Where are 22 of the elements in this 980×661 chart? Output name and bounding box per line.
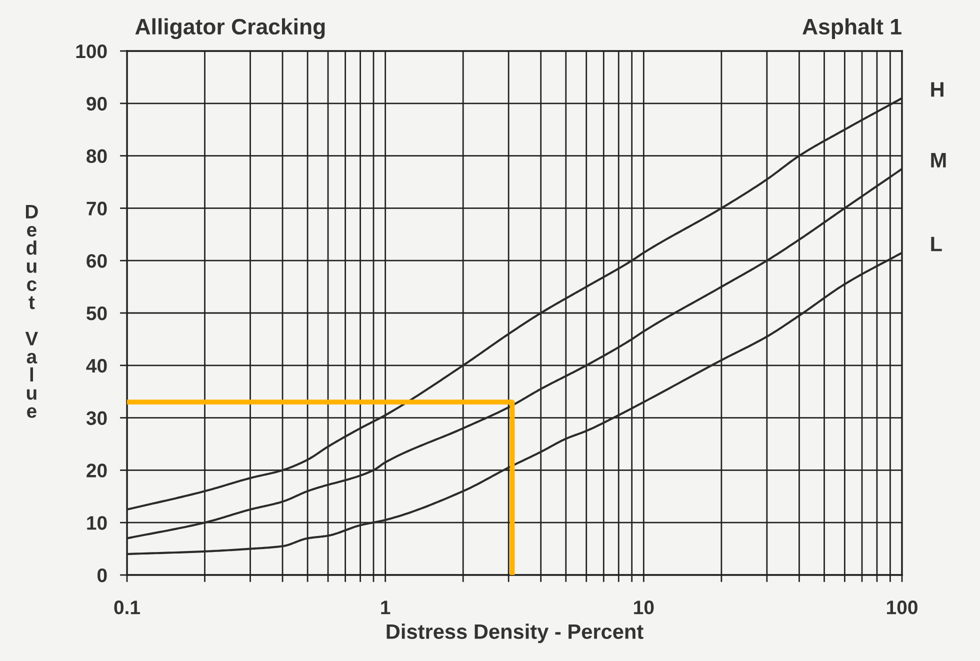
series-label: L	[931, 236, 942, 252]
chart-subtitle: Asphalt 1	[802, 18, 902, 39]
y-tick-label: 70	[86, 202, 107, 216]
y-tick-label: 40	[86, 358, 107, 373]
y-tick-label: 20	[86, 464, 107, 478]
x-tick-label: 10	[634, 600, 654, 614]
y-tick-label: 0	[98, 568, 107, 582]
y-tick-label: 80	[86, 149, 107, 164]
y-tick-label: 10	[87, 516, 107, 530]
text: Deduct Value	[25, 204, 38, 418]
series-label: M	[931, 153, 946, 168]
y-tick-label: 30	[86, 411, 107, 426]
y-tick-label: 50	[86, 306, 107, 320]
x-tick-label: 100	[887, 600, 918, 614]
x-tick-label: 1	[381, 600, 390, 614]
series-label: H	[931, 82, 944, 97]
y-tick-label: 100	[76, 44, 107, 58]
y-tick-label: 90	[86, 96, 107, 111]
x-tick-label: 0.1	[114, 600, 140, 614]
y-tick-label: 60	[86, 254, 107, 268]
chart-title: Alligator Cracking	[135, 18, 325, 40]
x-axis-title: Distress Density - Percent	[386, 624, 644, 644]
